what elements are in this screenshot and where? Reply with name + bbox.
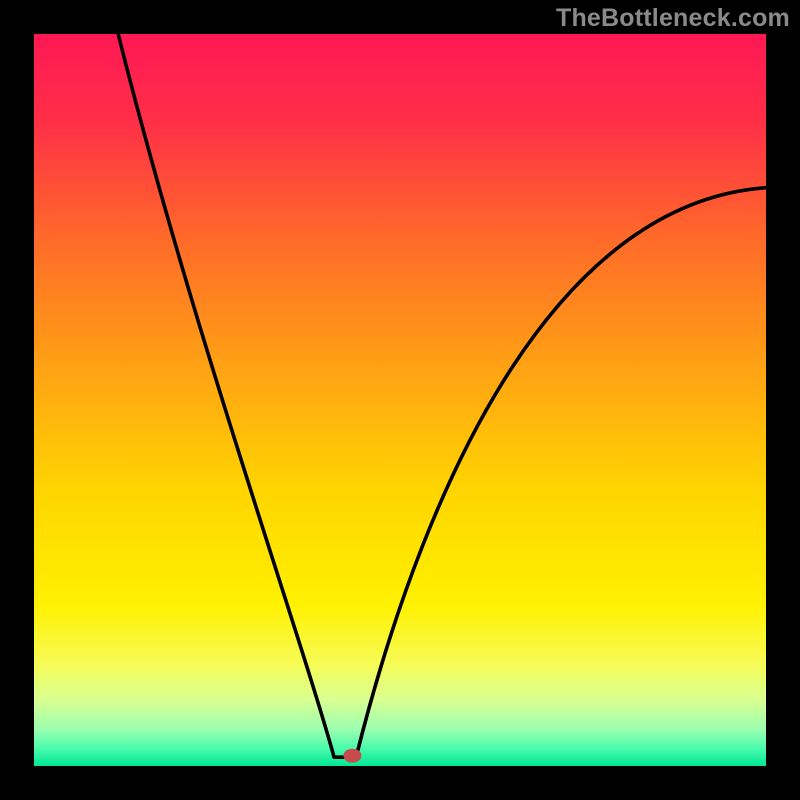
gradient-background [34, 34, 766, 766]
optimum-marker [343, 749, 361, 763]
watermark-text: TheBottleneck.com [556, 4, 790, 33]
outer-frame: TheBottleneck.com [0, 0, 800, 800]
chart-svg [34, 34, 766, 766]
plot-area [34, 34, 766, 766]
